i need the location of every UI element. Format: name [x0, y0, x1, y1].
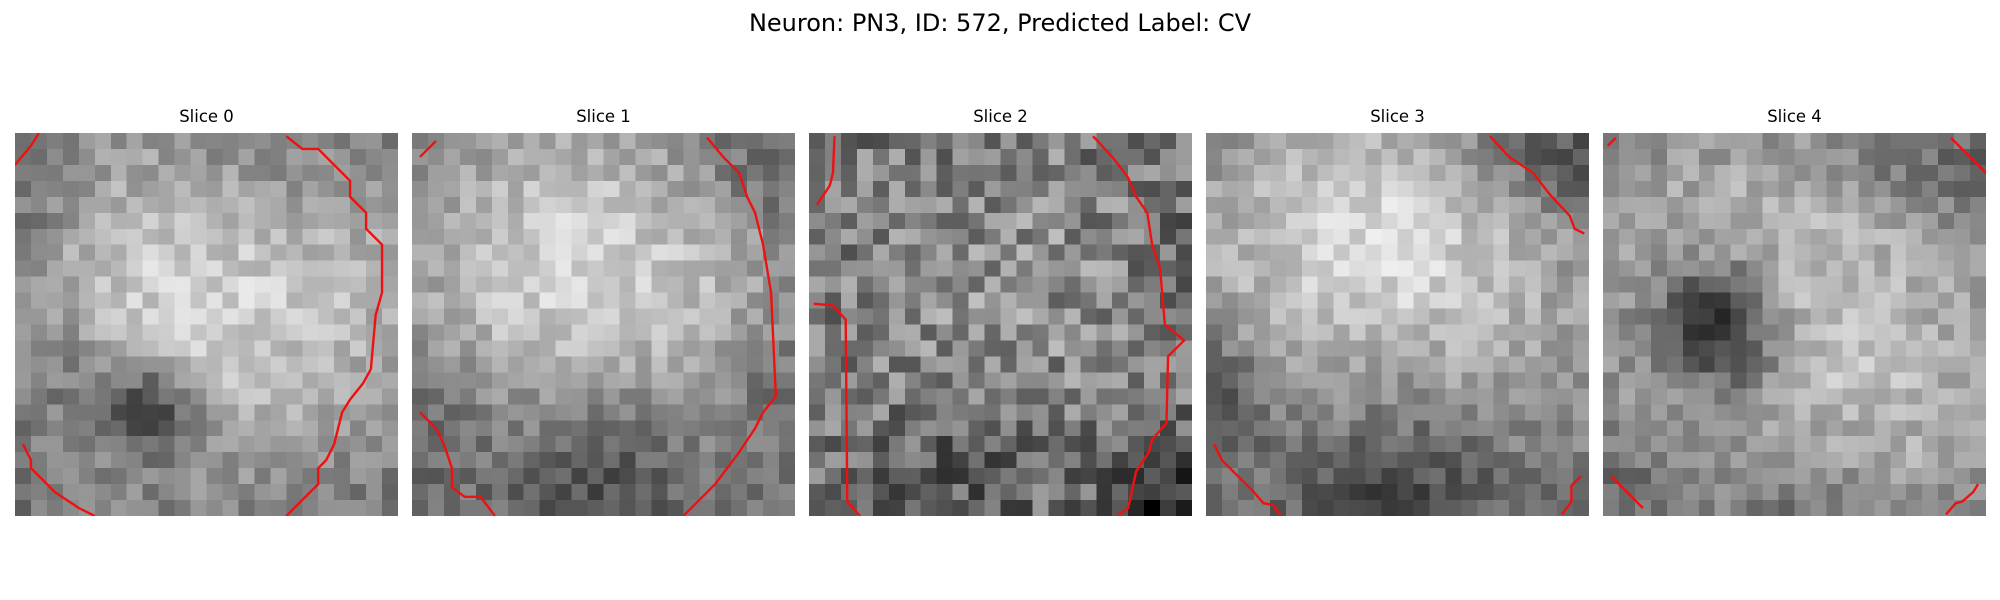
pixel-layer [1603, 133, 1986, 516]
slice-pixel-grid [15, 133, 398, 516]
segmentation-contour [1560, 475, 1582, 516]
segmentation-contour [285, 135, 384, 516]
slice-image [412, 133, 795, 516]
segmentation-contour [419, 411, 496, 516]
slice-pixel-grid [412, 133, 795, 516]
slice-pixel-grid [809, 133, 1192, 516]
segmentation-contour [815, 136, 836, 206]
segmentation-contour [1092, 135, 1186, 516]
slice-title: Slice 1 [576, 107, 631, 126]
segmentation-contour [1606, 136, 1617, 147]
slice-pixel-grid [1603, 133, 1986, 516]
contour-layer [15, 133, 384, 516]
slice-pixel-grid [1206, 133, 1589, 516]
contour-layer [1212, 135, 1585, 516]
slice-panel-1: Slice 1 [412, 105, 795, 516]
contour-layer [419, 137, 778, 516]
segmentation-contour [1212, 443, 1282, 516]
figure-title: Neuron: PN3, ID: 572, Predicted Label: C… [748, 9, 1252, 37]
segmentation-contour [1610, 475, 1644, 509]
slice-image [1206, 133, 1589, 516]
slice-title: Slice 3 [1370, 107, 1425, 126]
contour-layer [1606, 136, 1986, 516]
slice-panel-0: Slice 0 [15, 105, 398, 516]
segmentation-contour [813, 302, 861, 516]
pixel-layer [1206, 133, 1589, 516]
segmentation-contour [1950, 136, 1986, 174]
slice-title: Slice 4 [1767, 107, 1822, 126]
slice-panel-4: Slice 4 [1603, 105, 1986, 516]
segmentation-contour [15, 133, 40, 166]
segmentation-contour [1945, 483, 1980, 516]
segmentation-contour [21, 443, 96, 516]
slice-image [15, 133, 398, 516]
slice-image [809, 133, 1192, 516]
contour-layer [813, 135, 1186, 516]
slice-title: Slice 0 [179, 107, 234, 126]
pixel-layer [15, 133, 398, 516]
segmentation-contour [682, 137, 778, 516]
slice-panel-3: Slice 3 [1206, 105, 1589, 516]
slice-panel-2: Slice 2 [809, 105, 1192, 516]
segmentation-contour [419, 140, 437, 158]
pixel-layer [809, 133, 1192, 516]
slice-title: Slice 2 [973, 107, 1028, 126]
pixel-layer [412, 133, 795, 516]
segmentation-contour [1489, 135, 1585, 235]
slice-image [1603, 133, 1986, 516]
